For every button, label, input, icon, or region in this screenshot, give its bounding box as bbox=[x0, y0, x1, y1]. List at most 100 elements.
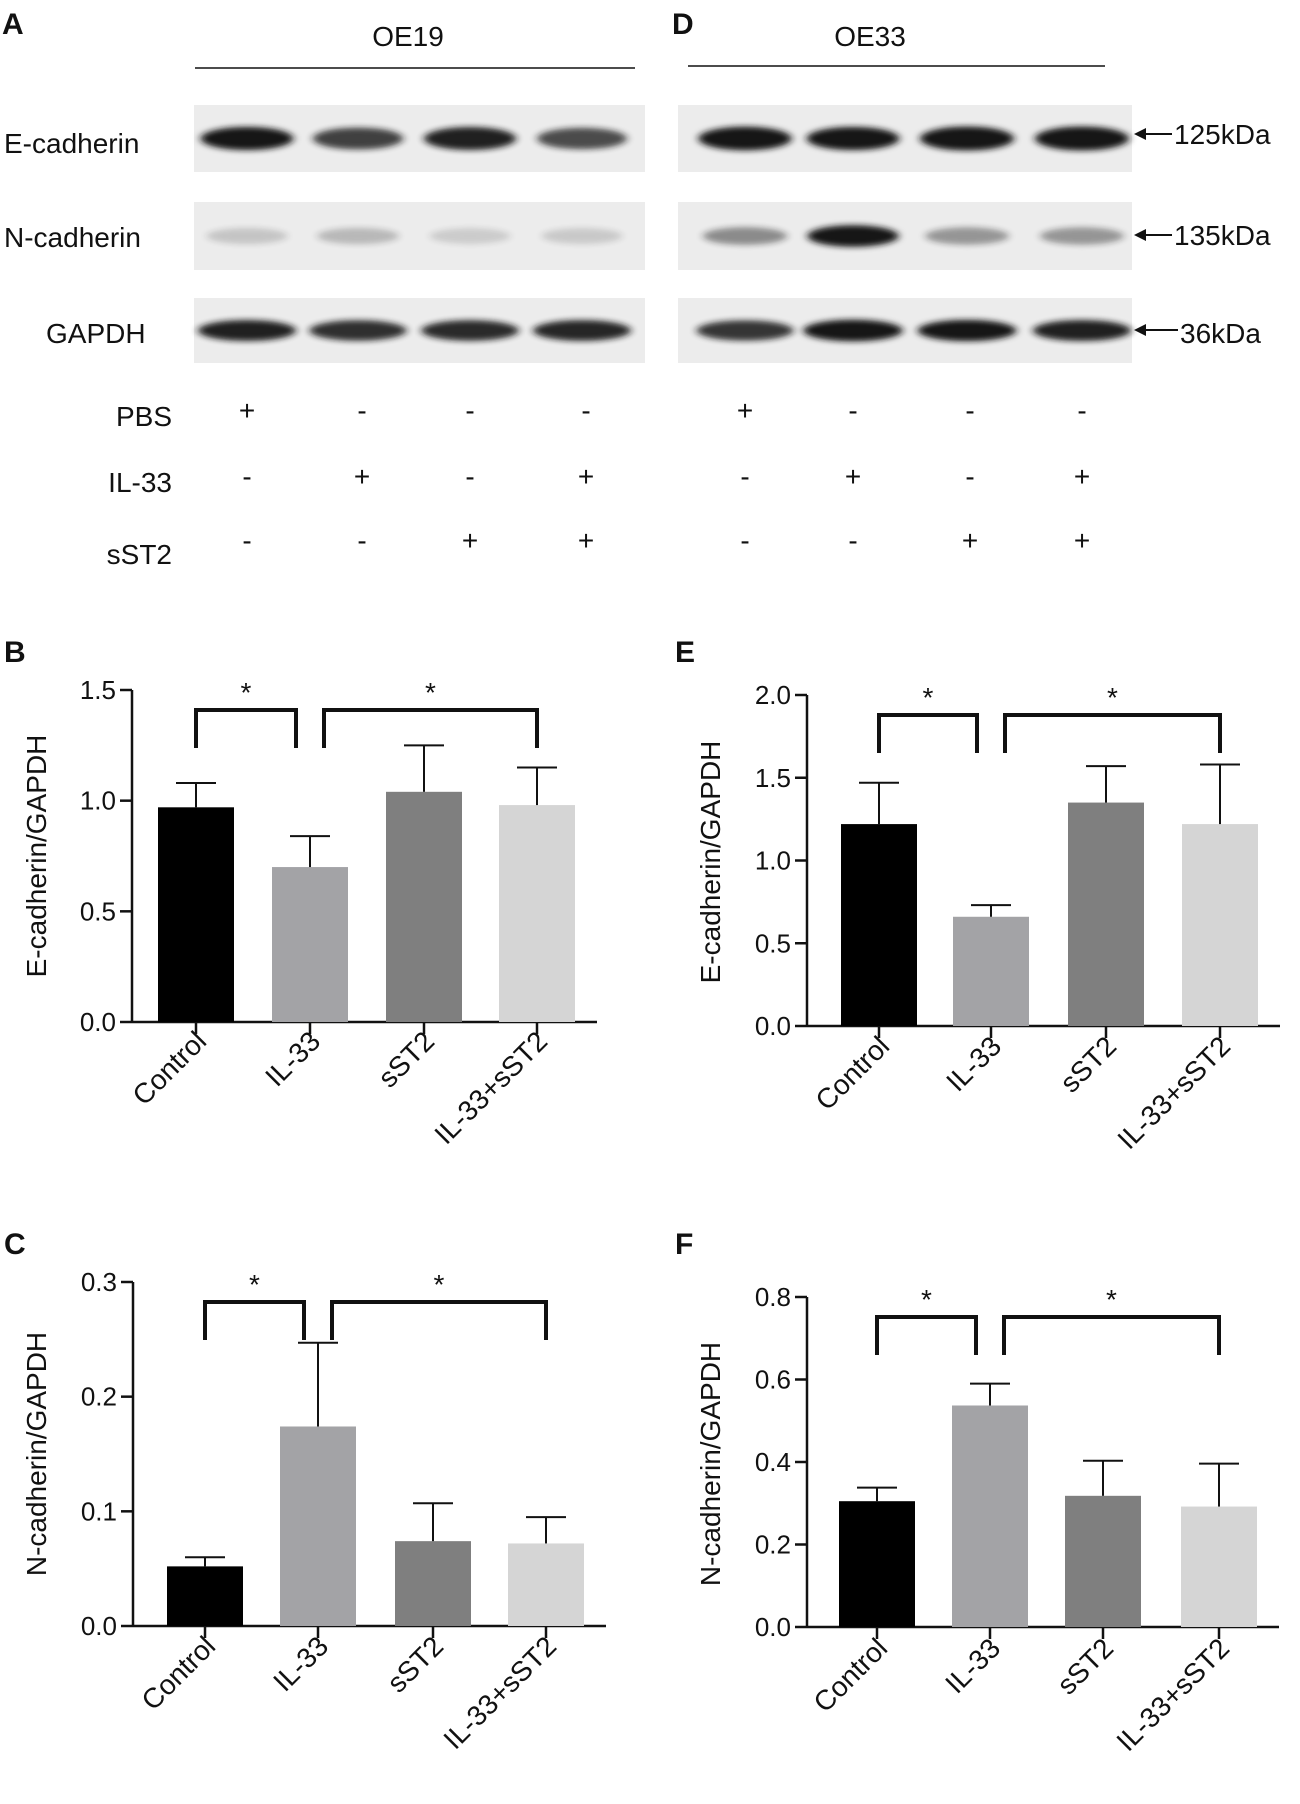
band-e-cadherin-lane-4 bbox=[537, 127, 627, 150]
band-e-cadherin-lane-2 bbox=[806, 126, 900, 151]
band-e-cadherin-lane-3 bbox=[920, 126, 1014, 151]
panel-letter-e: E bbox=[675, 636, 695, 669]
sign-pbs-lane-4: - bbox=[581, 395, 590, 426]
sign-sst2-lane-2: - bbox=[357, 525, 366, 556]
band-gapdh-lane-3 bbox=[421, 320, 519, 341]
band-n-cadherin-lane-3 bbox=[429, 228, 511, 244]
significance-bracket-c-1 bbox=[203, 1300, 306, 1340]
y-tick-label-f-4: 0.8 bbox=[755, 1282, 791, 1312]
bar-e-3 bbox=[1068, 802, 1144, 1026]
mw-marker-125: 125kDa bbox=[1134, 119, 1271, 150]
significance-label-e-1: * bbox=[923, 682, 934, 713]
category-label-b-3: sST2 bbox=[372, 1025, 440, 1093]
significance-bracket-b-2 bbox=[322, 708, 539, 748]
chart-e: 0.0 0.5 1.0 1.5 2.0 E-cadherin/GAPDH Control IL… bbox=[695, 680, 1280, 1155]
band-e-cadherin-lane-4 bbox=[1035, 126, 1129, 151]
sign-pbs-lane-3: - bbox=[465, 395, 474, 426]
significance-label-c-2: * bbox=[434, 1269, 445, 1300]
sign-il33-lane-3: - bbox=[965, 461, 974, 492]
band-n-cadherin-lane-4 bbox=[1040, 227, 1124, 245]
treatment-signs-oe33: + - - - - + - + - - + + bbox=[737, 395, 1090, 556]
bar-e-1 bbox=[841, 824, 917, 1026]
y-tick-label-c-1: 0.1 bbox=[81, 1496, 117, 1526]
significance-label-c-1: * bbox=[249, 1269, 260, 1300]
bar-b-4 bbox=[499, 805, 575, 1022]
y-tick-label-f-0: 0.0 bbox=[755, 1612, 791, 1642]
blot-membranes-oe33 bbox=[678, 105, 1132, 363]
chart-c: 0.0 0.1 0.2 0.3 N-cadherin/GAPDH Control IL-33… bbox=[21, 1267, 606, 1755]
sign-sst2-lane-3: + bbox=[462, 525, 478, 556]
band-n-cadherin-lane-3 bbox=[925, 227, 1009, 245]
y-tick-label-f-3: 0.6 bbox=[755, 1365, 791, 1395]
bar-e-2 bbox=[953, 916, 1029, 1026]
band-e-cadherin-lane-1 bbox=[698, 126, 792, 151]
panel-letter-a: A bbox=[2, 8, 24, 41]
significance-label-b-1: * bbox=[241, 677, 252, 708]
row-label-e-cadherin: E-cadherin bbox=[4, 128, 139, 159]
mw-label-135kda: 135kDa bbox=[1174, 220, 1271, 251]
band-n-cadherin-lane-4 bbox=[541, 228, 623, 244]
bar-b-3 bbox=[386, 791, 462, 1022]
band-e-cadherin-lane-3 bbox=[423, 127, 517, 150]
band-gapdh-lane-2 bbox=[309, 320, 407, 341]
panel-letter-d: D bbox=[672, 8, 694, 41]
category-label-f-3: sST2 bbox=[1051, 1632, 1119, 1700]
band-n-cadherin-lane-1 bbox=[702, 227, 788, 245]
sign-sst2-lane-4: + bbox=[578, 525, 594, 556]
mw-marker-36: 36kDa bbox=[1134, 318, 1261, 349]
band-e-cadherin-lane-2 bbox=[312, 127, 404, 150]
bar-c-4 bbox=[508, 1543, 584, 1626]
significance-label-f-1: * bbox=[921, 1284, 932, 1315]
band-n-cadherin-lane-2 bbox=[317, 227, 399, 245]
y-tick-label-c-2: 0.2 bbox=[81, 1382, 117, 1412]
y-tick-label-c-3: 0.3 bbox=[81, 1267, 117, 1297]
treatment-label-pbs: PBS bbox=[116, 401, 172, 432]
treatment-label-il33: IL-33 bbox=[108, 467, 172, 498]
band-gapdh-lane-3 bbox=[917, 319, 1017, 342]
row-label-gapdh: GAPDH bbox=[46, 318, 146, 349]
significance-bracket-f-1 bbox=[875, 1315, 978, 1355]
bar-f-1 bbox=[839, 1501, 915, 1627]
y-tick-label-b-0: 0.0 bbox=[80, 1007, 116, 1037]
cell-line-label-oe33: OE33 bbox=[834, 21, 906, 52]
bar-b-2 bbox=[272, 867, 348, 1022]
y-tick-label-b-2: 1.0 bbox=[80, 786, 116, 816]
band-gapdh-lane-1 bbox=[197, 319, 297, 342]
sign-il33-lane-4: + bbox=[1074, 461, 1090, 492]
bar-e-4 bbox=[1182, 824, 1258, 1026]
significance-bracket-e-1 bbox=[877, 713, 979, 753]
y-tick-label-e-2: 1.0 bbox=[755, 846, 791, 876]
sign-sst2-lane-1: - bbox=[740, 525, 749, 556]
category-label-c-3: sST2 bbox=[381, 1630, 449, 1698]
significance-bracket-c-2 bbox=[330, 1300, 548, 1340]
category-label-c-1: Control bbox=[135, 1630, 221, 1716]
category-label-c-2: IL-33 bbox=[267, 1630, 334, 1697]
panel-letter-b: B bbox=[4, 636, 26, 669]
sign-pbs-lane-4: - bbox=[1077, 395, 1086, 426]
bar-f-4 bbox=[1181, 1506, 1257, 1627]
band-gapdh-lane-4 bbox=[533, 320, 631, 341]
cell-line-label-oe19: OE19 bbox=[372, 21, 444, 52]
category-label-f-4: IL-33+sST2 bbox=[1110, 1632, 1235, 1757]
category-label-f-1: Control bbox=[807, 1632, 893, 1718]
sign-sst2-lane-2: - bbox=[848, 525, 857, 556]
chart-f: 0.0 0.2 0.4 0.6 0.8 N-cadherin/GAPDH Control IL… bbox=[695, 1282, 1279, 1757]
category-label-b-2: IL-33 bbox=[259, 1025, 326, 1092]
category-label-b-4: IL-33+sST2 bbox=[428, 1025, 553, 1150]
bar-c-2 bbox=[280, 1426, 356, 1626]
sign-sst2-lane-4: + bbox=[1074, 525, 1090, 556]
band-e-cadherin-lane-1 bbox=[200, 126, 294, 151]
sign-il33-lane-4: + bbox=[578, 461, 594, 492]
row-label-n-cadherin: N-cadherin bbox=[4, 222, 141, 253]
y-tick-label-e-4: 2.0 bbox=[755, 680, 791, 710]
sign-pbs-lane-1: + bbox=[239, 395, 255, 426]
sign-il33-lane-1: - bbox=[242, 461, 251, 492]
blot-membranes-oe19 bbox=[194, 105, 645, 363]
sign-il33-lane-2: + bbox=[354, 461, 370, 492]
band-gapdh-lane-1 bbox=[696, 320, 794, 341]
bar-f-2 bbox=[952, 1405, 1028, 1627]
y-tick-label-c-0: 0.0 bbox=[81, 1611, 117, 1641]
blot-panel-a: A OE19 E-cadherin N-cadherin GAPDH + - - - -… bbox=[2, 8, 645, 570]
band-gapdh-lane-2 bbox=[803, 319, 903, 342]
mw-label-125kda: 125kDa bbox=[1174, 119, 1271, 150]
